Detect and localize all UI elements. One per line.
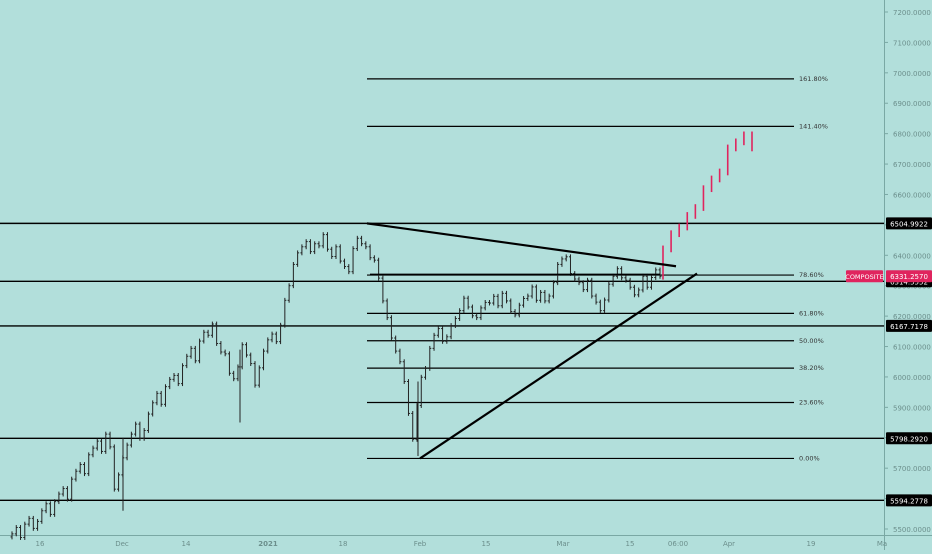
x-tick-label: Dec [115, 540, 129, 548]
x-tick-label: Mar [556, 540, 569, 548]
y-tick-label: 6900.0000 [893, 100, 931, 108]
current-price-label: 6331.2570 [890, 273, 928, 281]
price-level-label: 5798.2920 [890, 435, 928, 443]
price-level-badge [886, 432, 932, 445]
x-tick-label: 15 [482, 540, 491, 548]
y-tick-label: 6200.0000 [893, 313, 931, 321]
y-tick-label: 6600.0000 [893, 191, 931, 199]
fib-level-label: 61.80% [799, 309, 824, 317]
y-tick-label: 6400.0000 [893, 252, 931, 260]
fib-level-label: 161.80% [799, 75, 828, 83]
symbol-badge [846, 270, 883, 283]
price-level-label: 6167.7178 [890, 323, 928, 331]
fib-level-label: 50.00% [799, 337, 824, 345]
x-tick-label: 2021 [258, 540, 278, 548]
x-tick-label: 16 [36, 540, 45, 548]
current-price-badge [886, 270, 932, 283]
y-tick-label: 6700.0000 [893, 161, 931, 169]
x-tick-label: 19 [807, 540, 816, 548]
y-tick-label: 7000.0000 [893, 70, 931, 78]
trendline-ascending [419, 272, 698, 460]
price-level-badge [886, 217, 932, 230]
x-tick-label: Apr [723, 540, 735, 548]
x-tick-label: Feb [414, 540, 427, 548]
price-level-badge [886, 494, 932, 507]
y-tick-label: 6000.0000 [893, 374, 931, 382]
y-tick-label: 5900.0000 [893, 404, 931, 412]
price-level-label: 5594.2778 [890, 497, 928, 505]
y-tick-label: 7200.0000 [893, 9, 931, 17]
price-level-label: 6504.9922 [890, 220, 928, 228]
x-tick-label: Ma [877, 540, 887, 548]
y-tick-label: 5700.0000 [893, 465, 931, 473]
price-level-badge [886, 319, 932, 332]
y-tick-label: 6800.0000 [893, 131, 931, 139]
symbol-label: COMPOSITE [845, 273, 883, 281]
trendline-descending [366, 222, 677, 268]
fib-level-label: 0.00% [799, 454, 820, 462]
y-tick-label: 6100.0000 [893, 344, 931, 352]
x-tick-label: 15 [626, 540, 635, 548]
x-tick-label: 06:00 [668, 540, 688, 548]
y-tick-label: 5500.0000 [893, 526, 931, 534]
fib-level-label: 78.60% [799, 271, 824, 279]
x-tick-label: 18 [339, 540, 348, 548]
y-tick-label: 7100.0000 [893, 39, 931, 47]
fib-level-label: 141.40% [799, 122, 828, 130]
x-tick-label: 14 [182, 540, 191, 548]
fib-level-label: 23.60% [799, 398, 824, 406]
price-level-label: 6314.5552 [890, 278, 928, 286]
fib-level-label: 38.20% [799, 364, 824, 372]
